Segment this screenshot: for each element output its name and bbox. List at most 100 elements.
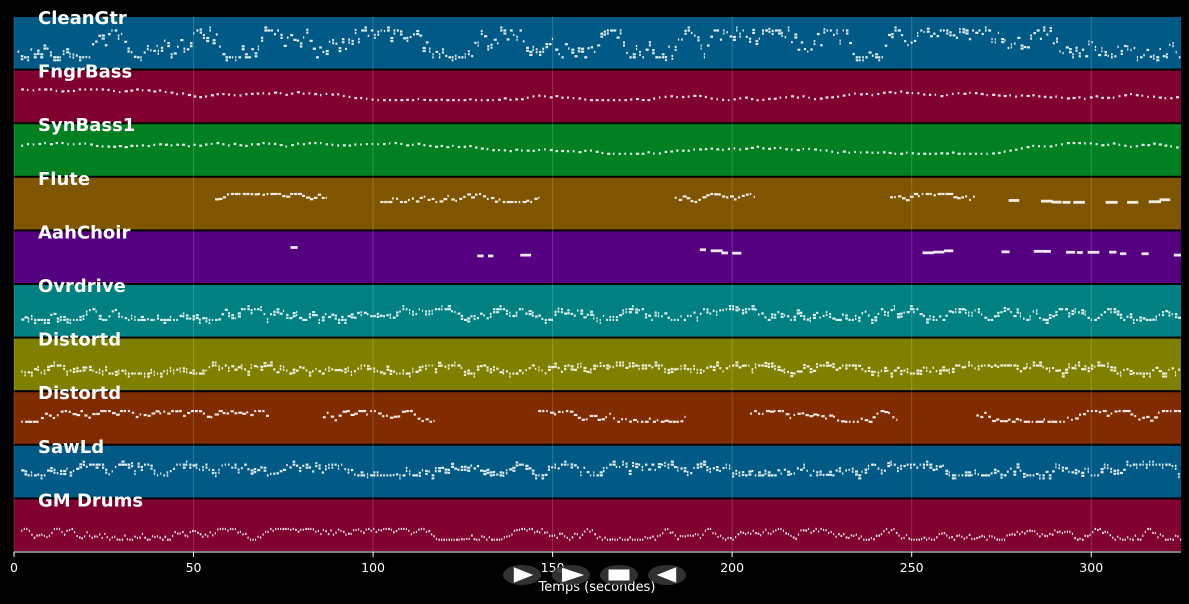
- note: [1007, 46, 1010, 50]
- note: [1088, 40, 1090, 43]
- note: [848, 93, 851, 96]
- note: [644, 420, 649, 423]
- note: [388, 527, 390, 531]
- note: [486, 317, 489, 320]
- note: [493, 473, 496, 477]
- note: [67, 143, 69, 146]
- note: [195, 314, 199, 317]
- note: [682, 535, 684, 538]
- rewind-button[interactable]: [648, 565, 686, 585]
- note: [1033, 31, 1037, 35]
- note: [624, 538, 626, 541]
- note: [938, 315, 942, 318]
- note: [499, 308, 502, 311]
- note: [727, 536, 729, 539]
- note: [917, 152, 920, 155]
- note: [30, 374, 33, 377]
- note: [156, 535, 159, 538]
- note: [677, 367, 679, 371]
- note: [250, 472, 254, 475]
- note: [1096, 528, 1099, 532]
- note: [683, 467, 687, 470]
- note: [319, 141, 322, 145]
- note: [444, 308, 448, 311]
- note: [858, 56, 861, 59]
- note: [67, 90, 70, 93]
- note: [996, 418, 1000, 421]
- note: [944, 249, 954, 253]
- note: [680, 467, 683, 470]
- note: [997, 314, 1000, 317]
- note: [1019, 315, 1021, 318]
- note: [825, 361, 829, 364]
- note: [752, 31, 755, 35]
- note: [276, 311, 280, 314]
- note: [417, 142, 421, 145]
- note: [843, 533, 845, 536]
- note: [53, 361, 55, 364]
- note: [161, 538, 164, 541]
- note: [760, 534, 762, 537]
- note: [1141, 143, 1145, 146]
- note: [370, 529, 372, 532]
- note: [486, 366, 489, 369]
- note: [1168, 368, 1170, 371]
- note: [364, 26, 367, 29]
- track-label: Distortd: [38, 383, 121, 404]
- note: [870, 536, 872, 540]
- note: [490, 196, 495, 200]
- note: [454, 310, 456, 314]
- note: [34, 368, 38, 371]
- note: [631, 464, 635, 467]
- note: [451, 198, 455, 201]
- note: [72, 143, 75, 146]
- note: [703, 463, 707, 466]
- note: [1019, 370, 1023, 373]
- note: [955, 364, 959, 367]
- note: [257, 308, 260, 311]
- note: [1104, 50, 1108, 54]
- note: [658, 152, 661, 155]
- note: [671, 54, 674, 58]
- note: [933, 250, 945, 254]
- note: [351, 39, 354, 43]
- note: [337, 368, 342, 372]
- play-button[interactable]: [503, 565, 541, 585]
- note: [450, 310, 453, 313]
- note: [445, 538, 448, 541]
- note: [732, 538, 734, 541]
- note: [1064, 530, 1066, 534]
- note: [202, 369, 205, 372]
- note: [790, 375, 794, 378]
- note: [127, 466, 131, 469]
- note: [211, 468, 215, 472]
- note: [49, 143, 53, 146]
- note: [726, 31, 728, 34]
- note: [447, 305, 451, 308]
- note: [499, 305, 502, 308]
- note: [347, 315, 351, 318]
- fast-forward-button[interactable]: [552, 565, 590, 585]
- note: [207, 535, 209, 538]
- note: [261, 39, 264, 42]
- note: [900, 90, 903, 93]
- note: [515, 98, 519, 101]
- note: [729, 35, 733, 38]
- note: [80, 410, 83, 413]
- note: [118, 463, 122, 466]
- note: [250, 413, 254, 417]
- note: [923, 536, 926, 539]
- note: [657, 312, 660, 315]
- note: [47, 469, 51, 472]
- note: [681, 38, 683, 41]
- note: [467, 369, 471, 372]
- note: [1055, 144, 1057, 147]
- note: [621, 538, 624, 541]
- note: [910, 41, 913, 44]
- note: [718, 193, 721, 196]
- note: [961, 366, 965, 369]
- note: [820, 527, 822, 531]
- note: [806, 365, 810, 368]
- stop-button[interactable]: [600, 565, 638, 585]
- note: [170, 56, 173, 59]
